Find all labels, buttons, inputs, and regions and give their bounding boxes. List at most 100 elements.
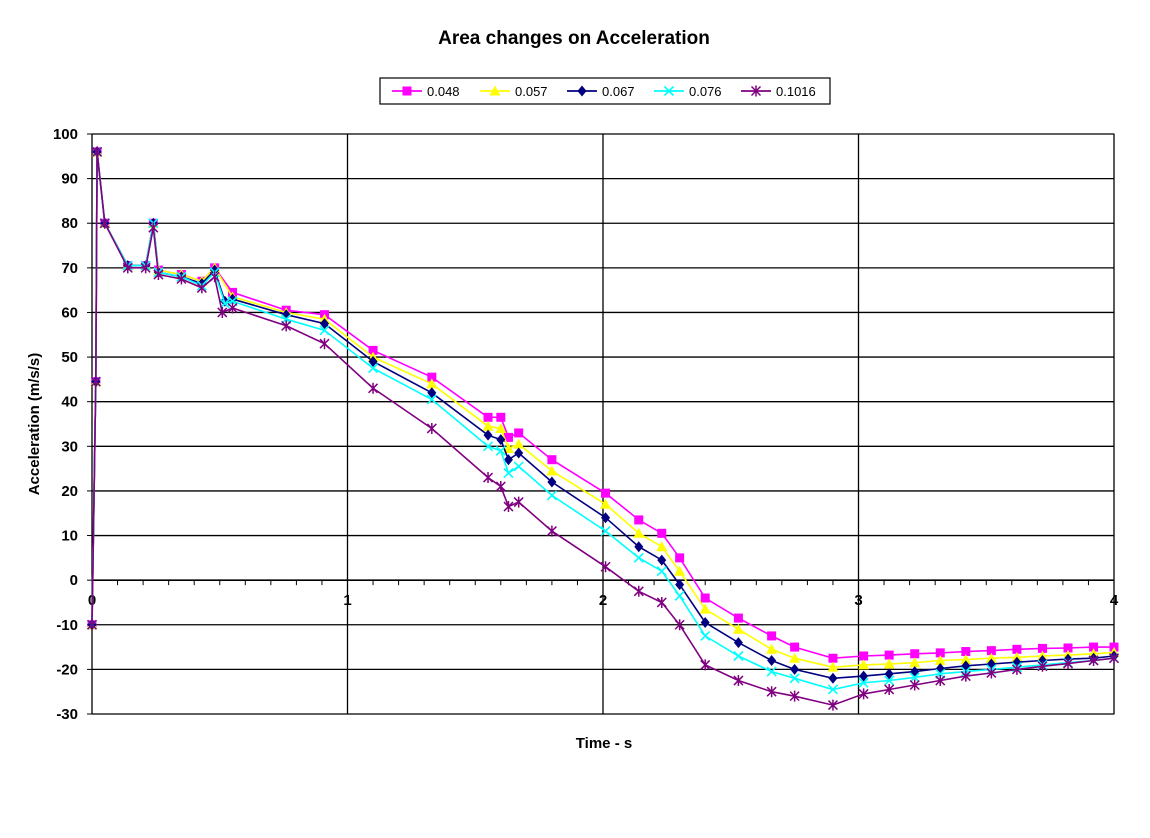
data-point	[828, 672, 838, 684]
chart-title: Area changes on Acceleration	[438, 28, 710, 49]
data-point	[986, 667, 997, 679]
data-point	[368, 345, 378, 355]
data-point	[935, 648, 945, 658]
data-point	[217, 306, 228, 318]
data-point	[495, 422, 507, 433]
y-tick-label: 50	[61, 349, 78, 366]
data-point	[733, 650, 744, 662]
data-point	[985, 652, 997, 663]
data-point	[909, 657, 921, 668]
data-point	[482, 420, 494, 431]
data-point	[827, 699, 838, 711]
y-tick-label: 70	[61, 260, 78, 277]
legend-item: 0.057	[480, 84, 548, 99]
data-point	[426, 394, 437, 405]
data-point	[633, 527, 645, 538]
data-point	[546, 465, 558, 476]
data-point	[367, 363, 379, 374]
data-point	[483, 429, 493, 441]
data-point	[859, 670, 869, 682]
data-point	[909, 679, 920, 691]
data-point	[884, 683, 895, 695]
legend-label: 0.048	[427, 84, 460, 99]
data-point	[960, 670, 971, 682]
data-point	[766, 666, 777, 677]
data-point	[122, 262, 133, 274]
legend-item: 0.048	[392, 84, 460, 99]
data-point	[600, 498, 612, 509]
data-point	[1012, 644, 1022, 654]
x-tick-label: 4	[1110, 592, 1119, 609]
y-axis-label: Acceleration (m/s/s)	[26, 353, 43, 496]
data-point	[789, 690, 800, 702]
data-point	[503, 432, 513, 442]
data-point	[884, 668, 894, 680]
data-point	[883, 658, 895, 669]
legend-item: 0.076	[654, 84, 722, 99]
data-point	[503, 454, 513, 466]
data-point	[427, 372, 437, 382]
data-point	[674, 590, 685, 601]
data-point	[1062, 658, 1074, 670]
data-point	[427, 387, 437, 399]
data-point	[656, 566, 667, 577]
data-point	[503, 468, 514, 479]
data-point	[700, 593, 710, 603]
data-point	[633, 585, 644, 597]
data-point	[320, 318, 330, 330]
data-point	[766, 686, 777, 698]
data-point	[319, 325, 330, 336]
data-point	[600, 526, 611, 537]
data-point	[601, 488, 611, 498]
data-point	[789, 652, 801, 663]
data-point	[546, 490, 557, 501]
data-point	[858, 688, 869, 700]
data-point	[675, 553, 685, 563]
legend-item: 0.067	[567, 84, 635, 99]
y-tick-label: -10	[56, 617, 78, 634]
data-point	[1011, 663, 1022, 675]
y-tick-label: 100	[53, 126, 78, 143]
data-point	[368, 382, 379, 394]
data-point	[733, 675, 744, 687]
data-point	[513, 461, 524, 472]
data-point	[767, 654, 777, 666]
y-tick-label: 0	[70, 572, 78, 589]
data-point	[675, 579, 685, 591]
data-point	[767, 631, 777, 641]
data-point	[699, 603, 711, 614]
data-point	[547, 476, 557, 488]
series-0.1016	[86, 146, 1120, 711]
data-point	[910, 649, 920, 659]
data-point	[790, 663, 800, 675]
data-point	[827, 684, 839, 695]
legend-label: 0.067	[602, 84, 635, 99]
data-point	[281, 320, 292, 332]
data-point	[210, 264, 220, 276]
y-tick-label: -30	[56, 706, 78, 723]
legend-marker	[750, 85, 762, 97]
y-tick-label: 40	[61, 394, 78, 411]
data-point	[961, 647, 971, 657]
data-point	[859, 651, 869, 661]
y-tick-label: 60	[61, 304, 78, 321]
data-point	[700, 617, 710, 629]
data-point	[483, 412, 493, 422]
data-point	[657, 554, 667, 566]
data-point	[858, 677, 869, 688]
data-point	[674, 565, 686, 576]
x-tick-label: 1	[343, 592, 351, 609]
data-point	[513, 438, 525, 449]
data-point	[884, 675, 895, 686]
data-point	[657, 528, 667, 538]
data-point	[884, 650, 894, 660]
data-point	[503, 501, 514, 513]
data-point	[733, 637, 743, 649]
data-point	[546, 525, 557, 537]
y-tick-label: 10	[61, 528, 78, 545]
legend-marker	[489, 85, 501, 96]
series-line	[91, 151, 1115, 706]
data-point	[766, 643, 778, 654]
data-point	[496, 434, 506, 446]
